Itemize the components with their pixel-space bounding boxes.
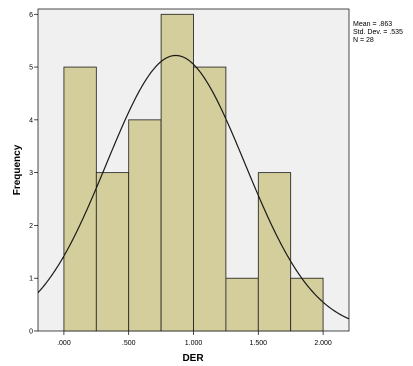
stats-n: N = 28 — [353, 37, 374, 44]
histogram-bars — [63, 13, 324, 332]
histogram-bar — [225, 277, 259, 332]
y-tick-label: 2 — [29, 223, 33, 230]
y-axis: 0 1 2 3 4 5 6 — [29, 12, 38, 336]
y-tick-label: 1 — [29, 276, 33, 283]
x-tick-label: 2.000 — [314, 340, 332, 347]
histogram-bar — [160, 13, 194, 332]
stats-mean: Mean = .863 — [353, 21, 393, 28]
x-axis-label: DER — [182, 353, 204, 364]
histogram-bar — [290, 277, 324, 332]
y-tick-label: 3 — [29, 170, 33, 177]
stats-box: Mean = .863 Std. Dev. = .535 N = 28 — [353, 21, 403, 45]
x-tick-label: 1.500 — [250, 340, 268, 347]
y-tick-label: 0 — [29, 329, 33, 336]
y-tick-label: 5 — [29, 65, 33, 72]
histogram-bar — [63, 66, 97, 332]
y-tick-label: 4 — [29, 117, 33, 124]
x-axis: .000 .500 1.000 1.500 2.000 — [57, 331, 332, 347]
y-axis-label: Frequency — [12, 144, 23, 195]
y-tick-label: 6 — [29, 12, 33, 19]
histogram-bar — [95, 172, 130, 332]
histogram-bar — [193, 66, 227, 332]
x-tick-label: .000 — [57, 340, 71, 347]
stats-std-dev: Std. Dev. = .535 — [353, 29, 403, 36]
x-tick-label: 1.000 — [185, 340, 203, 347]
histogram-bar — [128, 119, 162, 332]
normal-curve — [37, 54, 350, 320]
x-tick-label: .500 — [122, 340, 136, 347]
